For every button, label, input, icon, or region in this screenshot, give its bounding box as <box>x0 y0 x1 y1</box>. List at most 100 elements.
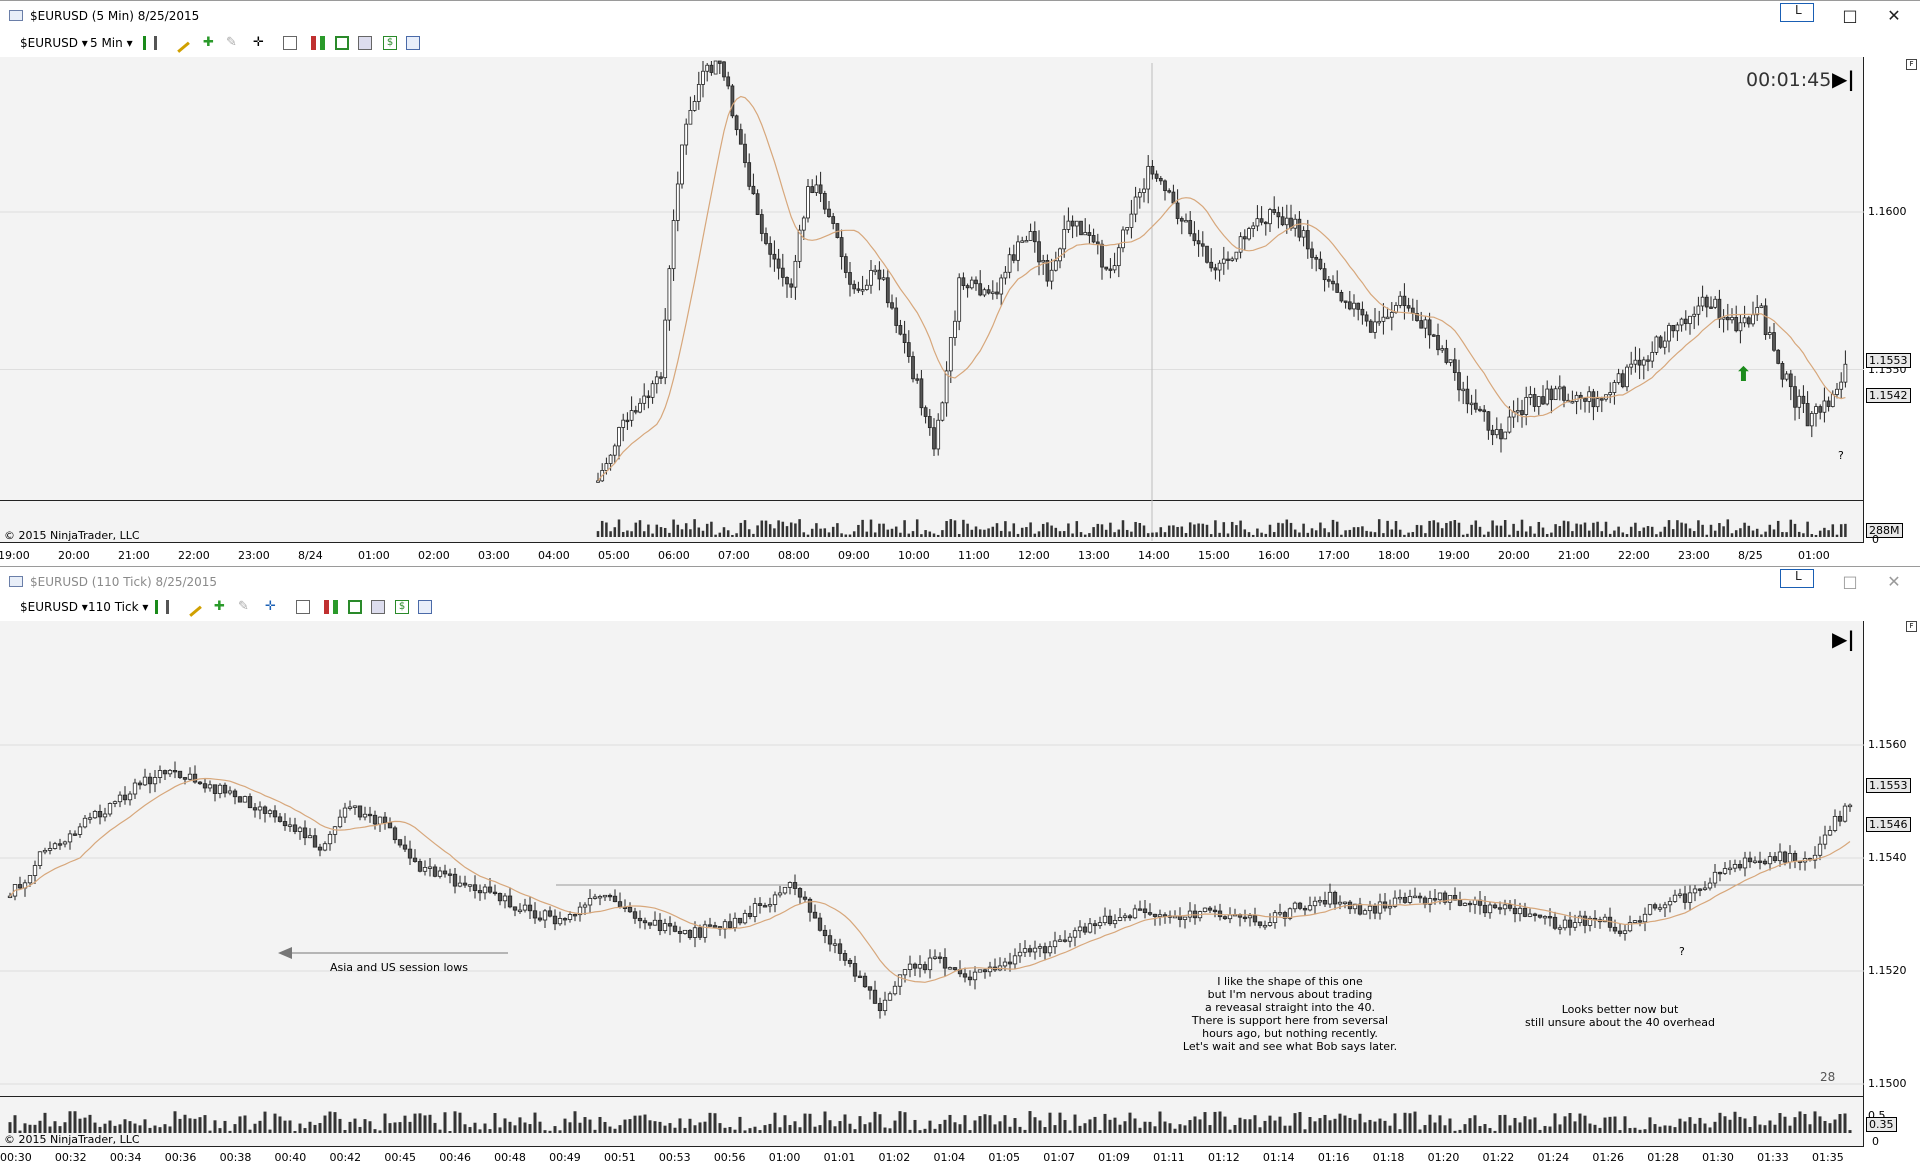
remove-indicator-icon[interactable]: ✎ <box>238 599 249 614</box>
volume-bar <box>923 1128 927 1133</box>
properties-icon[interactable] <box>406 36 420 50</box>
volume-bar <box>1751 530 1755 537</box>
candle-body <box>734 115 739 131</box>
bar-type-icon[interactable] <box>143 36 157 50</box>
candle-body <box>1146 165 1151 190</box>
candle-body <box>1762 860 1768 865</box>
go-to-end-icon[interactable]: ▶| <box>1832 67 1855 91</box>
interval-selector[interactable]: 110 Tick ▾ <box>88 600 149 614</box>
instrument-selector[interactable]: $EURUSD ▾ <box>20 36 88 50</box>
properties-icon[interactable] <box>418 600 432 614</box>
close-button[interactable]: ✕ <box>1872 1 1916 31</box>
candle-body <box>937 956 943 959</box>
strategy-icon[interactable] <box>311 36 325 50</box>
volume-bar <box>848 534 852 537</box>
candle-body <box>367 813 373 817</box>
time-tick-label: 01:00 <box>768 1151 801 1164</box>
panel-options-icon[interactable]: F <box>1906 621 1917 632</box>
candle-body <box>1027 948 1033 953</box>
candle-body <box>1835 388 1839 395</box>
volume-bar <box>368 1121 372 1133</box>
volume-bar <box>493 1113 497 1133</box>
bar-type-icon[interactable] <box>155 600 169 614</box>
top-volume-panel[interactable] <box>0 501 1864 543</box>
volume-bar <box>962 519 965 537</box>
candle-body <box>1343 300 1348 303</box>
volume-bar <box>718 1123 722 1133</box>
chart-trader-icon[interactable] <box>335 36 349 50</box>
annotation-asia-lows[interactable]: Asia and US session lows <box>330 961 468 974</box>
volume-bar <box>1130 531 1133 537</box>
volume-bar <box>1155 532 1158 537</box>
annotation-main-note[interactable]: I like the shape of this one but I'm ner… <box>1182 975 1398 1053</box>
volume-bar <box>998 1121 1002 1133</box>
candle-body <box>72 833 78 836</box>
strategy-icon[interactable] <box>324 600 338 614</box>
minimize-button[interactable]: L <box>1772 1 1816 31</box>
candle-body <box>890 302 894 309</box>
candle-body <box>1832 815 1838 831</box>
volume-bar <box>1268 524 1272 537</box>
annotation-right-note[interactable]: Looks better now but still unsure about … <box>1525 1003 1715 1029</box>
go-to-end-icon[interactable]: ▶| <box>1832 627 1855 651</box>
volume-bar <box>1029 522 1032 537</box>
crosshair-icon[interactable]: ✛ <box>265 599 276 614</box>
maximize-button[interactable]: □ <box>1828 567 1872 597</box>
zoom-icon[interactable] <box>296 600 310 614</box>
candle-body <box>1074 220 1079 227</box>
candle-body <box>1297 218 1302 238</box>
candle-body <box>940 402 945 421</box>
volume-bar <box>593 1129 597 1133</box>
volume-bar <box>1168 1123 1172 1133</box>
bottom-price-panel[interactable] <box>0 621 1864 1097</box>
dollar-icon[interactable]: $ <box>383 36 397 50</box>
candle-body <box>1532 913 1538 916</box>
candle-body <box>1154 173 1159 179</box>
volume-bar <box>999 530 1003 537</box>
candle-body <box>632 911 638 919</box>
candle-body <box>1142 908 1148 913</box>
crosshair-icon[interactable]: ✛ <box>253 35 264 50</box>
volume-bar <box>873 1111 877 1133</box>
image-icon[interactable] <box>371 600 385 614</box>
volume-bar <box>1038 1120 1042 1133</box>
chart-trader-icon[interactable] <box>348 600 362 614</box>
interval-selector[interactable]: 5 Min ▾ <box>90 36 133 50</box>
bottom-titlebar[interactable]: $EURUSD (110 Tick) 8/25/2015 L □ ✕ <box>0 567 1920 597</box>
add-indicator-icon[interactable]: ✚ <box>214 599 225 614</box>
add-indicator-icon[interactable]: ✚ <box>203 35 214 50</box>
candle-body <box>207 784 213 789</box>
image-icon[interactable] <box>358 36 372 50</box>
close-button[interactable]: ✕ <box>1872 567 1916 597</box>
time-tick-label: 00:38 <box>219 1151 252 1164</box>
panel-options-icon[interactable]: F <box>1906 59 1917 70</box>
maximize-button[interactable]: □ <box>1828 1 1872 31</box>
volume-bar <box>633 1115 637 1133</box>
time-tick-label: 8/24 <box>298 549 323 562</box>
volume-bar <box>1613 530 1616 537</box>
volume-bar <box>1743 522 1746 537</box>
remove-indicator-icon[interactable]: ✎ <box>226 35 237 50</box>
top-titlebar[interactable]: $EURUSD (5 Min) 8/25/2015 L □ ✕ <box>0 1 1920 31</box>
price-tick-label: 1.1560 <box>1868 738 1907 751</box>
dollar-icon[interactable]: $ <box>395 600 409 614</box>
volume-bar <box>1193 1116 1197 1133</box>
volume-bar <box>1214 520 1217 537</box>
minimize-button[interactable]: L <box>1772 567 1816 597</box>
volume-bar <box>1303 1129 1307 1133</box>
volume-bar <box>728 1126 732 1133</box>
volume-bar <box>1684 523 1688 537</box>
volume-bar <box>647 524 650 537</box>
volume-bar <box>1092 527 1095 537</box>
candle-body <box>1385 316 1390 320</box>
candle-body <box>1809 413 1814 427</box>
candle-body <box>597 896 603 899</box>
candle-body <box>1727 867 1733 871</box>
volume-bar <box>1474 520 1478 537</box>
candle-body <box>1461 388 1466 392</box>
top-price-panel[interactable] <box>0 57 1864 501</box>
volume-bar <box>83 1117 87 1133</box>
zoom-icon[interactable] <box>283 36 297 50</box>
instrument-selector[interactable]: $EURUSD ▾ <box>20 600 88 614</box>
volume-bar <box>413 1113 417 1133</box>
